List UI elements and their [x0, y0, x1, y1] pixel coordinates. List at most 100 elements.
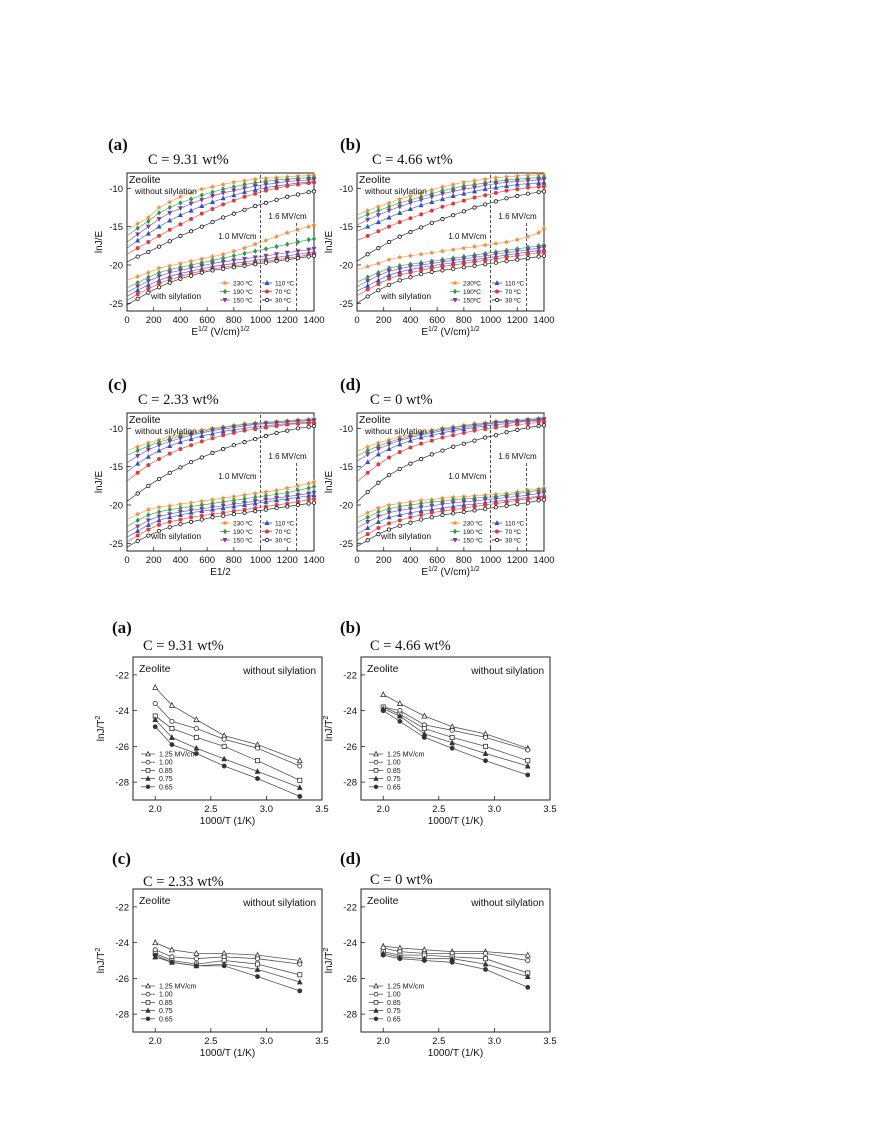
data-point [255, 745, 261, 751]
data-point [397, 254, 403, 260]
legend-marker [145, 1000, 151, 1005]
data-point [157, 233, 162, 238]
data-point [461, 426, 467, 432]
panel-label: (c) [112, 849, 131, 868]
x-tick-label: 1200 [277, 315, 298, 326]
data-point [295, 487, 301, 494]
data-point [471, 243, 478, 249]
x-tick-label: 2.0 [149, 804, 162, 815]
data-point [135, 453, 141, 459]
data-point [451, 201, 456, 206]
data-point [472, 438, 477, 443]
legend-label: 110 ºC [505, 281, 525, 288]
zeolite-label: Zeolite [129, 174, 161, 186]
data-point [263, 188, 268, 193]
legend-marker [264, 289, 269, 294]
chart-panel-3: (c) C = 2.33 wt% 0 200 400 600 800 1000 1200 1400… [94, 375, 325, 578]
legend-label: 230 ºC [233, 281, 253, 288]
x-tick-label: 800 [456, 315, 472, 326]
data-point [135, 533, 140, 538]
data-point [209, 430, 215, 436]
data-point [504, 255, 509, 260]
data-point [167, 519, 172, 524]
data-point [407, 252, 414, 259]
zeolite-label: Zeolite [367, 895, 399, 907]
chart-panel-7: (c) C = 2.33 wt% 2.0 2.5 3.0 3.5 -22 -24 -26 -28 l… [95, 849, 329, 1059]
data-point [263, 246, 268, 252]
data-point [273, 233, 280, 239]
data-point [483, 435, 488, 440]
with-silylation-label: with silylation [380, 291, 431, 301]
data-point [253, 494, 258, 501]
data-point [311, 180, 316, 185]
data-point [386, 269, 392, 274]
x-axis-label-base: E1/2 [210, 567, 231, 578]
data-point [146, 527, 151, 532]
legend-label: 70 ºC [275, 529, 291, 536]
data-point [231, 248, 237, 254]
data-point [429, 515, 434, 520]
data-point [376, 229, 381, 234]
x-axis-label-sup: 1/2 [470, 326, 480, 333]
data-point [429, 208, 434, 213]
data-point [156, 217, 162, 222]
data-point [156, 204, 162, 210]
data-point [285, 504, 290, 509]
legend-marker [494, 520, 500, 526]
x-tick-label: 200 [146, 315, 162, 326]
y-axis-label: lnJ/E [324, 231, 335, 254]
y-tick-label: -24 [343, 706, 357, 717]
legend-label: 1.25 MV/cm [387, 984, 425, 991]
data-point [397, 512, 403, 517]
data-point [189, 273, 194, 278]
data-point [145, 522, 151, 527]
chart-panel-1: (a) C = 9.31 wt% 0 200 400 600 800 1000 1200 1400… [94, 135, 325, 338]
data-point [135, 232, 141, 238]
data-point [156, 504, 162, 510]
y-axis-label-sup: 2 [95, 948, 102, 952]
data-point [472, 185, 478, 191]
data-point [231, 443, 236, 448]
with-silylation-label: with silylation [150, 291, 201, 301]
data-point [297, 794, 303, 799]
data-point [525, 772, 531, 778]
data-point [188, 433, 194, 439]
legend-marker [222, 288, 228, 295]
x-tick-label: 200 [146, 555, 162, 566]
data-point [305, 480, 312, 486]
data-point [504, 188, 509, 193]
data-point [135, 254, 140, 259]
legend-label: 190 ºC [233, 289, 253, 296]
data-point [295, 192, 301, 197]
y-axis-label-sup: 2 [95, 716, 102, 720]
data-point [418, 251, 424, 257]
data-point [407, 509, 413, 515]
data-point [449, 739, 456, 746]
data-point [178, 522, 183, 527]
x-tick-label: 400 [402, 315, 418, 326]
data-point [135, 460, 141, 466]
data-point [461, 190, 467, 196]
data-point [482, 186, 488, 192]
x-axis-label: E1/2 (V/cm)1/2 [191, 326, 249, 338]
y-tick-label: -25 [339, 299, 353, 310]
data-point [263, 507, 269, 512]
data-point [376, 509, 381, 515]
data-point [242, 440, 247, 445]
data-point [408, 229, 413, 235]
data-point [419, 212, 424, 217]
data-point [295, 255, 301, 261]
data-point [472, 259, 477, 264]
data-point [311, 189, 317, 194]
data-point [221, 763, 227, 769]
data-point [274, 186, 279, 191]
data-point [231, 192, 237, 198]
data-point [493, 260, 499, 265]
data-point [419, 512, 424, 517]
data-point [189, 519, 194, 524]
chart-panel-2: (b) C = 4.66 wt% 0 200 400 600 800 1000 1200 1400… [324, 135, 555, 338]
y-tick-label: -26 [343, 974, 357, 985]
data-point [408, 275, 413, 280]
legend-label: 1.25 MV/cm [159, 984, 197, 991]
data-point [365, 252, 370, 257]
